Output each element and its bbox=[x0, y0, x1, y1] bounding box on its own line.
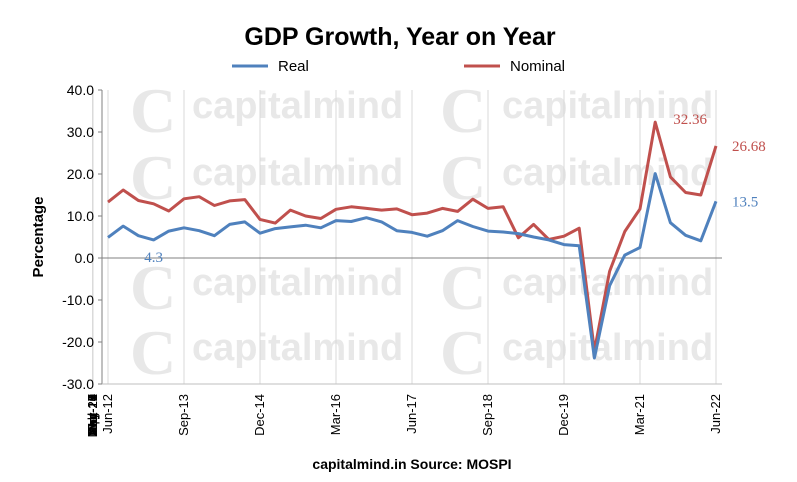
x-tick-Aug-16: Aug-16 bbox=[85, 394, 100, 436]
series-layer bbox=[107, 120, 718, 360]
annotation-real-Mar-13: 4.3 bbox=[144, 250, 163, 266]
y-axis-title: Percentage bbox=[30, 197, 47, 278]
x-tick-Feb-19: Feb-19 bbox=[85, 394, 100, 435]
x-tick-Sep-18: Sep-18 bbox=[480, 394, 495, 436]
y-tick-30.0: 30.0 bbox=[67, 124, 94, 140]
series-line-real bbox=[107, 172, 718, 360]
x-tick-Nov-17: Nov-17 bbox=[85, 394, 100, 436]
y-tick-labels: 40.0 30.0 20.0 10.0 0.0 -10.0 -20.0 -30.0 bbox=[62, 82, 102, 392]
x-tick-Mar-21: Mar-21 bbox=[632, 394, 647, 435]
x-tick-Apr-18: Apr-18 bbox=[85, 394, 100, 433]
x-tick-Jun-17: Jun-17 bbox=[404, 394, 419, 434]
legend: Real Nominal bbox=[232, 58, 565, 75]
x-tick-Aug-21: Aug-21 bbox=[85, 394, 100, 436]
x-tick-Mar-16: Mar-16 bbox=[328, 394, 343, 435]
x-tick-Jun-22: Jun-22 bbox=[708, 394, 723, 434]
watermark-text-2-0: capitalmind bbox=[192, 262, 403, 304]
annotation-nominal-Jun-22: 26.68 bbox=[732, 139, 766, 155]
watermark-text-0-0: capitalmind bbox=[192, 85, 403, 127]
annotations: 4.3 32.36 26.68 13.5 bbox=[144, 112, 766, 266]
x-tick-Dec-19: Dec-19 bbox=[556, 394, 571, 436]
chart-title: GDP Growth, Year on Year bbox=[244, 23, 556, 51]
watermark-logo-0-1: C bbox=[440, 75, 486, 146]
annotation-nominal-Jun-21: 32.36 bbox=[673, 112, 707, 128]
series-line-nominal bbox=[107, 120, 718, 353]
x-tick-Jan-17: Jan-17 bbox=[85, 394, 100, 434]
x-tick-Oct-20: Oct-20 bbox=[85, 394, 100, 433]
y-tick--30.0: -30.0 bbox=[62, 376, 94, 392]
watermark-text-1-1: capitalmind bbox=[502, 152, 713, 194]
x-tick-May-20: May-20 bbox=[85, 394, 100, 437]
x-tick-Oct-15: Oct-15 bbox=[85, 394, 100, 433]
axes bbox=[101, 90, 722, 385]
watermark-text-1-0: capitalmind bbox=[192, 152, 403, 194]
watermark-logo-0-0: C bbox=[130, 75, 176, 146]
x-tick-May-15: May-15 bbox=[85, 394, 100, 437]
x-tick-Nov-12: Nov-12 bbox=[85, 394, 100, 436]
x-tick-Sep-13: Sep-13 bbox=[176, 394, 191, 436]
x-tick-Jan-22: Jan-22 bbox=[85, 394, 100, 434]
x-tick-Apr-13: Apr-13 bbox=[85, 394, 100, 433]
y-tick-20.0: 20.0 bbox=[67, 166, 94, 182]
watermark-logo-2-1: C bbox=[440, 252, 486, 323]
legend-real-label: Real bbox=[278, 58, 309, 75]
x-tick-Jul-19: Jul-19 bbox=[85, 394, 100, 429]
watermark-logo-3-0: C bbox=[130, 317, 176, 388]
legend-nominal-label: Nominal bbox=[510, 58, 565, 75]
x-tick-Feb-14: Feb-14 bbox=[85, 394, 100, 435]
annotation-real-Jun-22: 13.5 bbox=[732, 194, 758, 210]
x-tick-Jul-14: Jul-14 bbox=[85, 394, 100, 429]
watermark-logo-2-0: C bbox=[130, 252, 176, 323]
y-tick-10.0: 10.0 bbox=[67, 208, 94, 224]
watermark-text-0-1: capitalmind bbox=[502, 85, 713, 127]
y-tick--20.0: -20.0 bbox=[62, 334, 94, 350]
y-tick-0.0: 0.0 bbox=[75, 250, 95, 266]
watermark-text-3-1: capitalmind bbox=[502, 327, 713, 369]
watermark-logo-3-1: C bbox=[440, 317, 486, 388]
y-tick--10.0: -10.0 bbox=[62, 292, 94, 308]
watermark-text-3-0: capitalmind bbox=[192, 327, 403, 369]
y-tick-40.0: 40.0 bbox=[67, 82, 94, 98]
x-tick-Jun-12: Jun-12 bbox=[100, 394, 115, 434]
source-note: capitalmind.in Source: MOSPI bbox=[312, 456, 511, 472]
x-tick-Dec-14: Dec-14 bbox=[252, 394, 267, 436]
